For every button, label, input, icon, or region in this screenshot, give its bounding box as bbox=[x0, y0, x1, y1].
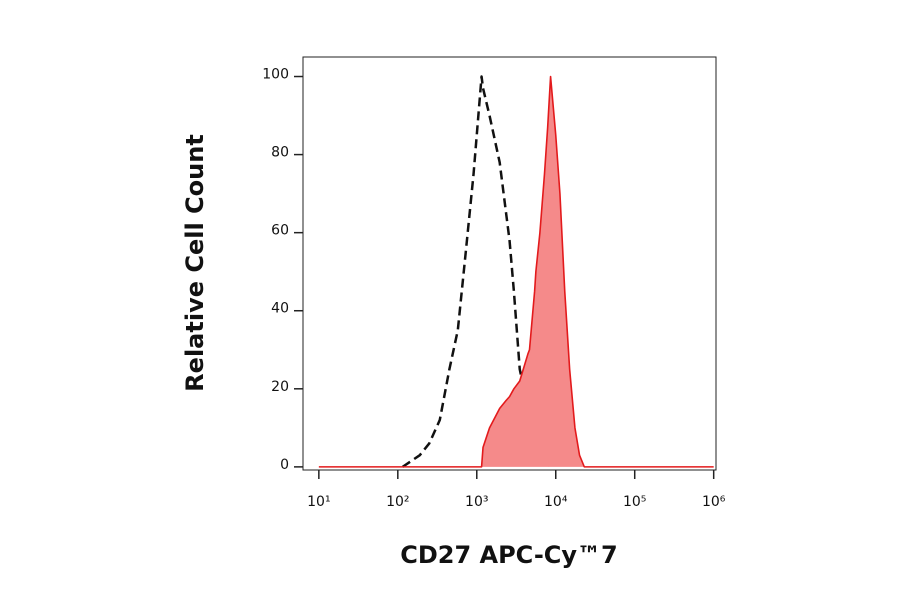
x-tick-label: 10¹ bbox=[307, 494, 330, 510]
x-tick-label: 10⁵ bbox=[623, 494, 646, 510]
x-tick-label: 10³ bbox=[465, 494, 488, 510]
y-tick-label: 80 bbox=[271, 145, 289, 161]
series-line bbox=[318, 75, 714, 468]
y-tick-label: 60 bbox=[271, 223, 289, 239]
x-axis-title: CD27 APC-Cy™7 bbox=[400, 541, 618, 569]
y-tick-label: 20 bbox=[271, 379, 289, 395]
x-tick-label: 10⁴ bbox=[544, 494, 568, 510]
y-tick-label: 40 bbox=[271, 301, 289, 317]
x-tick-label: 10⁶ bbox=[702, 494, 726, 510]
x-tick-label: 10² bbox=[386, 494, 409, 510]
series-area bbox=[318, 76, 714, 467]
y-tick-label: 0 bbox=[280, 457, 289, 473]
y-tick-label: 100 bbox=[262, 67, 289, 83]
plot-frame bbox=[302, 56, 717, 471]
y-axis-title: Relative Cell Count bbox=[181, 134, 209, 392]
